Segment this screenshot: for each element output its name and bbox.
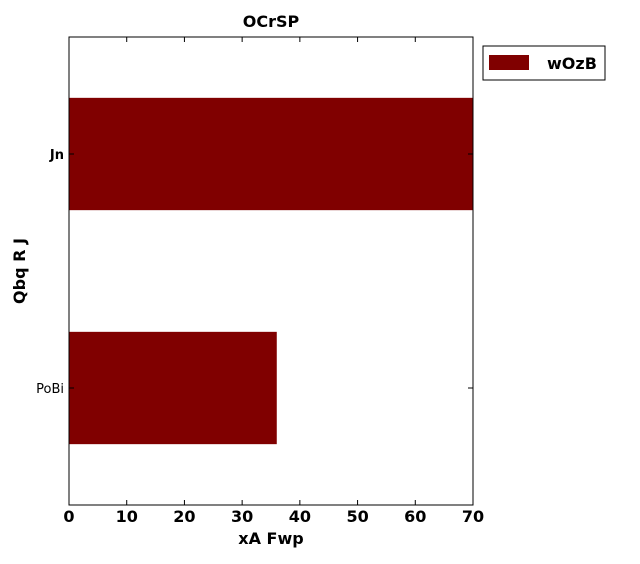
bar-pobi <box>69 331 277 445</box>
x-tick-label: 70 <box>462 507 484 526</box>
bar-jn <box>69 97 473 211</box>
x-tick-label: 60 <box>404 507 426 526</box>
x-tick-label: 40 <box>289 507 311 526</box>
legend-swatch <box>489 55 529 70</box>
bars-group <box>69 97 473 445</box>
legend-label: wOzB <box>547 54 597 73</box>
x-tick-label: 10 <box>116 507 138 526</box>
x-tick-label: 30 <box>231 507 253 526</box>
y-ticks-group: PoBi Jn <box>36 148 473 397</box>
legend: wOzB <box>482 45 606 81</box>
x-ticks-group: 0 10 20 30 40 50 60 70 <box>63 37 484 526</box>
x-tick-label: 50 <box>346 507 368 526</box>
y-tick-label: Jn <box>49 148 64 163</box>
x-tick-label: 0 <box>63 507 74 526</box>
x-axis-label: xA Fwp <box>238 529 303 548</box>
x-tick-label: 20 <box>173 507 195 526</box>
y-axis-label: Qbq R J <box>10 238 29 304</box>
y-tick-label: PoBi <box>36 382 64 397</box>
plot-frame <box>68 36 474 506</box>
chart-title: OCrSP <box>243 12 300 31</box>
